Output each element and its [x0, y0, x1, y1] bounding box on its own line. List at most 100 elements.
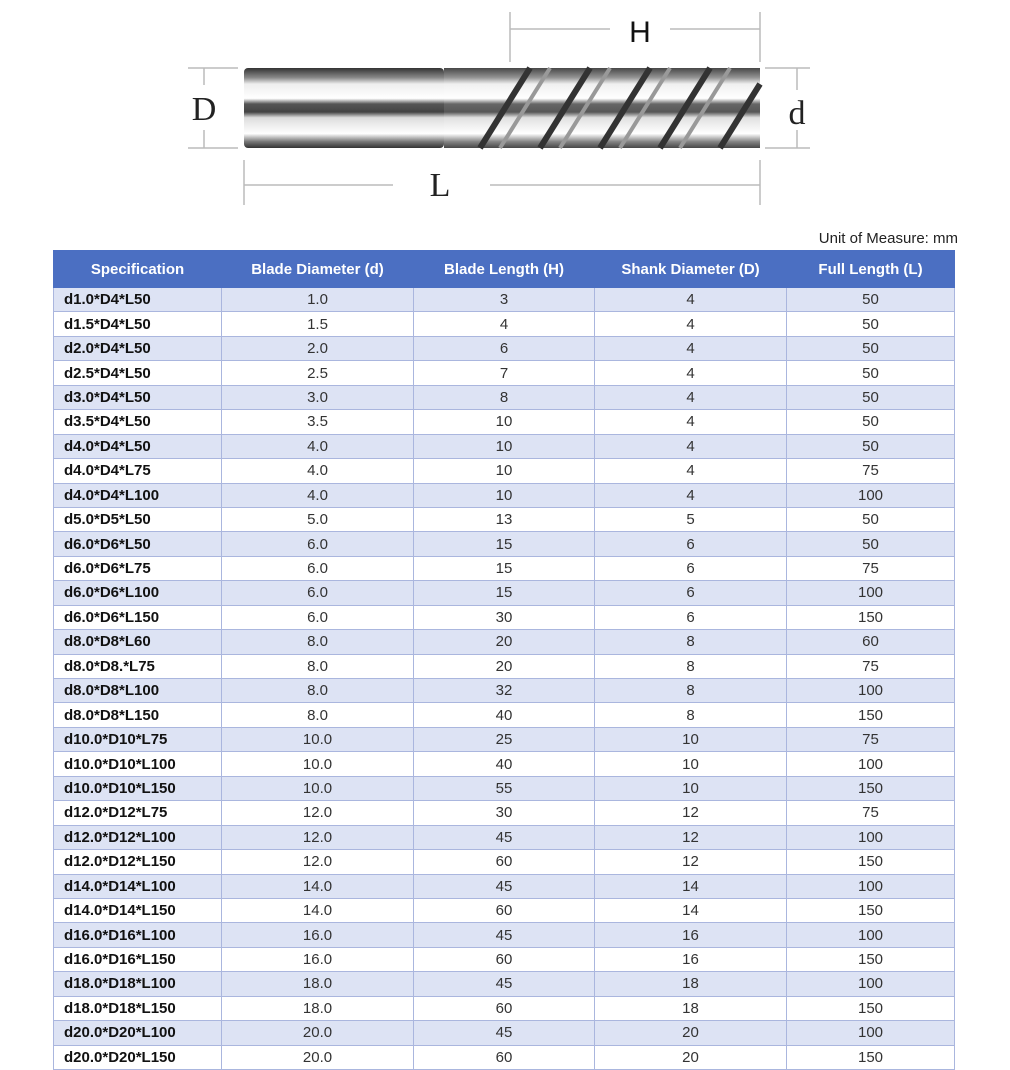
cell-full-length: 150 — [786, 1044, 955, 1070]
cell-specification: d18.0*D18*L150 — [53, 995, 222, 1022]
cell-specification: d16.0*D16*L100 — [53, 922, 222, 948]
cell-shank-diameter: 14 — [594, 897, 787, 924]
cell-specification: d2.5*D4*L50 — [53, 360, 222, 386]
cell-shank-diameter: 4 — [594, 409, 787, 435]
table-row: d10.0*D10*L75 10.0 25 10 75 — [53, 726, 955, 753]
table-row: d14.0*D14*L100 14.0 45 14 100 — [53, 873, 955, 899]
cell-full-length: 50 — [786, 433, 955, 460]
table-row: d6.0*D6*L150 6.0 30 6 150 — [53, 604, 955, 631]
cell-full-length: 100 — [786, 482, 955, 508]
table-row: d16.0*D16*L150 16.0 60 16 150 — [53, 946, 955, 973]
cell-blade-length: 30 — [413, 800, 595, 826]
cell-blade-length: 15 — [413, 531, 595, 557]
cell-specification: d1.5*D4*L50 — [53, 311, 222, 337]
cell-blade-diameter: 12.0 — [221, 849, 414, 875]
cell-full-length: 75 — [786, 555, 955, 582]
cell-blade-length: 13 — [413, 506, 595, 533]
table-row: d2.0*D4*L50 2.0 6 4 50 — [53, 335, 955, 362]
cell-blade-length: 60 — [413, 995, 595, 1022]
cell-blade-length: 25 — [413, 726, 595, 753]
cell-blade-diameter: 10.0 — [221, 775, 414, 802]
cell-full-length: 75 — [786, 726, 955, 753]
cell-full-length: 50 — [786, 286, 955, 313]
cell-full-length: 150 — [786, 897, 955, 924]
table-row: d4.0*D4*L75 4.0 10 4 75 — [53, 458, 955, 484]
cell-shank-diameter: 4 — [594, 384, 787, 411]
cell-specification: d8.0*D8*L60 — [53, 629, 222, 655]
cell-specification: d6.0*D6*L150 — [53, 604, 222, 631]
cell-specification: d10.0*D10*L100 — [53, 751, 222, 777]
table-row: d1.5*D4*L50 1.5 4 4 50 — [53, 311, 955, 337]
cell-shank-diameter: 20 — [594, 1020, 787, 1046]
cell-shank-diameter: 8 — [594, 653, 787, 680]
cell-full-length: 50 — [786, 360, 955, 386]
cell-blade-diameter: 18.0 — [221, 995, 414, 1022]
cell-shank-diameter: 18 — [594, 971, 787, 997]
cell-blade-length: 55 — [413, 775, 595, 802]
column-header-blade-diameter: Blade Diameter (d) — [221, 250, 414, 288]
cell-shank-diameter: 20 — [594, 1044, 787, 1070]
table-row: d12.0*D12*L100 12.0 45 12 100 — [53, 824, 955, 851]
cell-blade-length: 30 — [413, 604, 595, 631]
table-row: d18.0*D18*L150 18.0 60 18 150 — [53, 995, 955, 1022]
table-row: d3.5*D4*L50 3.5 10 4 50 — [53, 409, 955, 435]
label-H: H — [629, 16, 651, 49]
cell-specification: d6.0*D6*L75 — [53, 555, 222, 582]
cell-blade-diameter: 14.0 — [221, 873, 414, 899]
table-row: d10.0*D10*L100 10.0 40 10 100 — [53, 751, 955, 777]
cell-blade-length: 40 — [413, 751, 595, 777]
cell-blade-diameter: 8.0 — [221, 653, 414, 680]
cell-shank-diameter: 4 — [594, 433, 787, 460]
cell-blade-length: 10 — [413, 433, 595, 460]
table-row: d6.0*D6*L100 6.0 15 6 100 — [53, 580, 955, 606]
table-row: d18.0*D18*L100 18.0 45 18 100 — [53, 971, 955, 997]
cell-blade-length: 45 — [413, 922, 595, 948]
cell-blade-diameter: 3.0 — [221, 384, 414, 411]
cell-blade-length: 32 — [413, 677, 595, 704]
flute-spirals — [477, 66, 763, 150]
table-row: d6.0*D6*L50 6.0 15 6 50 — [53, 531, 955, 557]
table-row: d4.0*D4*L100 4.0 10 4 100 — [53, 482, 955, 508]
cell-blade-diameter: 6.0 — [221, 555, 414, 582]
table-row: d5.0*D5*L50 5.0 13 5 50 — [53, 506, 955, 533]
table-row: d8.0*D8*L150 8.0 40 8 150 — [53, 702, 955, 728]
cell-blade-length: 60 — [413, 1044, 595, 1070]
cell-full-length: 75 — [786, 458, 955, 484]
cell-full-length: 150 — [786, 995, 955, 1022]
cell-blade-length: 45 — [413, 1020, 595, 1046]
column-header-shank-diameter: Shank Diameter (D) — [594, 250, 787, 288]
cell-shank-diameter: 12 — [594, 824, 787, 851]
cell-specification: d1.0*D4*L50 — [53, 286, 222, 313]
cell-shank-diameter: 6 — [594, 555, 787, 582]
cell-blade-diameter: 4.0 — [221, 482, 414, 508]
cell-shank-diameter: 4 — [594, 482, 787, 508]
cell-specification: d6.0*D6*L50 — [53, 531, 222, 557]
cell-specification: d8.0*D8*L150 — [53, 702, 222, 728]
cell-specification: d8.0*D8*L100 — [53, 677, 222, 704]
column-header-full-length: Full Length (L) — [786, 250, 955, 288]
cell-full-length: 100 — [786, 751, 955, 777]
cell-blade-length: 45 — [413, 971, 595, 997]
cell-shank-diameter: 6 — [594, 604, 787, 631]
table-row: d3.0*D4*L50 3.0 8 4 50 — [53, 384, 955, 411]
cell-full-length: 100 — [786, 824, 955, 851]
cell-blade-diameter: 6.0 — [221, 580, 414, 606]
cell-shank-diameter: 4 — [594, 311, 787, 337]
cell-blade-diameter: 12.0 — [221, 800, 414, 826]
cell-blade-diameter: 8.0 — [221, 702, 414, 728]
cell-blade-length: 10 — [413, 458, 595, 484]
cell-blade-diameter: 18.0 — [221, 971, 414, 997]
cell-blade-length: 10 — [413, 482, 595, 508]
cell-blade-length: 10 — [413, 409, 595, 435]
table-row: d4.0*D4*L50 4.0 10 4 50 — [53, 433, 955, 460]
cell-blade-length: 6 — [413, 335, 595, 362]
cell-blade-length: 8 — [413, 384, 595, 411]
cell-shank-diameter: 8 — [594, 702, 787, 728]
cell-shank-diameter: 4 — [594, 360, 787, 386]
cell-blade-length: 60 — [413, 897, 595, 924]
cell-shank-diameter: 14 — [594, 873, 787, 899]
cell-blade-length: 45 — [413, 873, 595, 899]
cell-shank-diameter: 8 — [594, 629, 787, 655]
cell-full-length: 50 — [786, 409, 955, 435]
cell-specification: d12.0*D12*L75 — [53, 800, 222, 826]
